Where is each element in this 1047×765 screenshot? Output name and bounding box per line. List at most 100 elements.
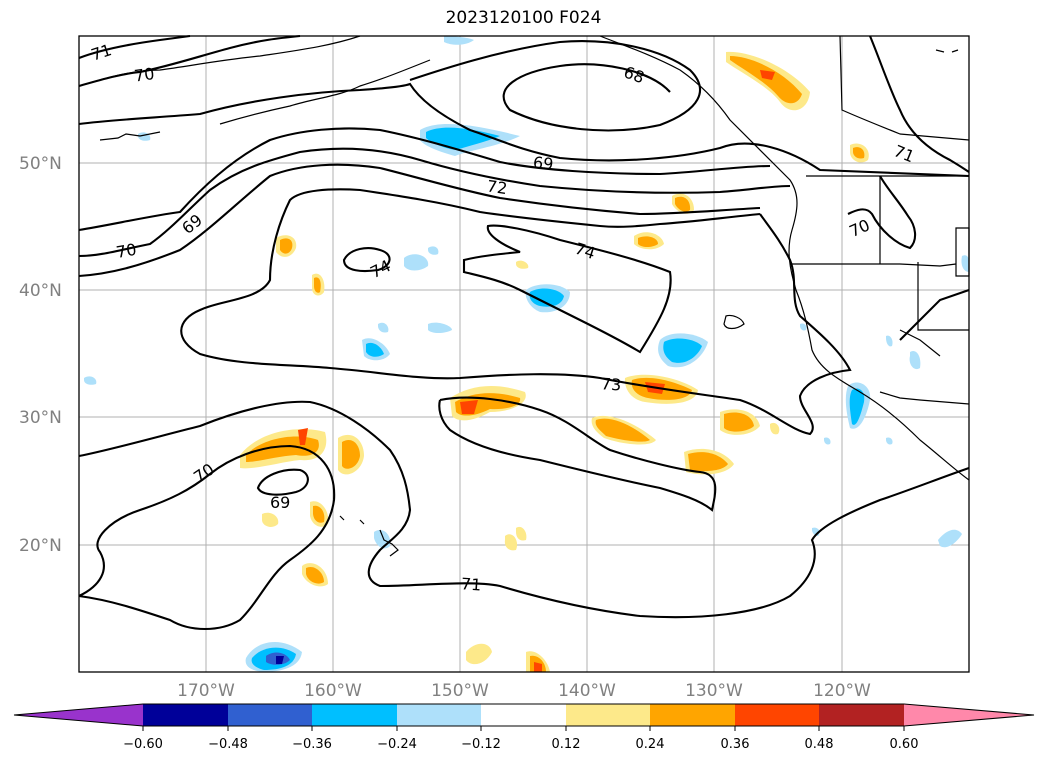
contour-label: 73 <box>600 374 622 394</box>
contours <box>78 34 970 630</box>
contour-line <box>869 35 970 173</box>
anomaly-patch <box>675 196 691 212</box>
contour-line <box>78 147 791 258</box>
anomaly-patch <box>428 322 452 333</box>
anomaly-patch <box>853 147 865 159</box>
contour-label: 71 <box>460 574 482 594</box>
anomaly-patch <box>938 529 962 548</box>
colorbar-segment <box>143 704 228 726</box>
colorbar: −0.60 −0.48 −0.36 −0.24 −0.12 0.12 0.24 … <box>13 703 1035 752</box>
contour-line <box>78 82 970 178</box>
contour-line <box>180 188 852 436</box>
anomaly-patch <box>314 277 321 293</box>
anomaly-patch <box>84 376 97 385</box>
anomaly-patch <box>688 452 728 472</box>
contour-line <box>409 40 701 132</box>
anomaly-patch <box>595 418 650 442</box>
contour-line <box>899 289 970 341</box>
contour-line <box>78 127 771 232</box>
colorbar-segment <box>312 704 397 726</box>
colorbar-segment <box>650 704 735 726</box>
lat-label: 40°N <box>19 281 62 301</box>
anomaly-patch <box>886 335 893 347</box>
anomaly-patch <box>529 288 564 307</box>
anomaly-patch <box>404 254 429 271</box>
anomaly-patch <box>306 566 324 584</box>
contour-line <box>462 224 672 354</box>
colorbar-segment <box>819 704 904 726</box>
colorbar-segment <box>397 704 481 726</box>
contour-line <box>438 396 717 512</box>
contour-line <box>78 34 191 59</box>
anomaly-patch <box>760 70 775 80</box>
anomaly-patch <box>262 512 279 527</box>
contour-line <box>78 400 970 619</box>
lat-label: 50°N <box>19 154 62 174</box>
anomaly-patch <box>366 342 384 357</box>
lon-label: 120°W <box>813 681 871 701</box>
contour-label: 70 <box>115 240 138 262</box>
anomaly-patch <box>276 656 284 664</box>
contour-line <box>78 444 336 630</box>
anomaly-patch <box>342 439 360 469</box>
anomaly-patch <box>378 322 389 333</box>
colorbar-tick: 0.48 <box>805 737 834 752</box>
anomaly-patch <box>961 255 969 272</box>
anomaly-patch <box>724 412 754 432</box>
contour-line <box>78 34 301 88</box>
anomaly-patch <box>800 323 807 331</box>
anomaly-patch <box>638 236 658 247</box>
colorbar-extend-high <box>904 704 1034 726</box>
colorbar-tick: −0.60 <box>123 737 163 752</box>
coastlines <box>78 35 970 557</box>
anomaly-patch <box>444 36 474 45</box>
lat-labels: 50°N 40°N 30°N 20°N <box>19 154 62 556</box>
contour-line <box>256 468 309 496</box>
anomaly-patch <box>428 246 439 255</box>
colorbar-segment <box>735 704 819 726</box>
lon-label: 170°W <box>177 681 235 701</box>
colorbar-extend-low <box>14 704 143 726</box>
lon-label: 130°W <box>685 681 743 701</box>
anomaly-patch <box>534 662 542 672</box>
anomaly-patch <box>886 437 893 445</box>
colorbar-tick: 0.60 <box>890 737 919 752</box>
colorbar-segment <box>566 704 650 726</box>
anomaly-patch <box>313 505 325 523</box>
anomaly-patch <box>849 388 865 425</box>
anomaly-patch <box>504 534 518 551</box>
colorbar-tick: 0.36 <box>721 737 750 752</box>
colorbar-segment <box>481 704 566 726</box>
colorbar-tick: −0.36 <box>292 737 332 752</box>
anomaly-patch <box>460 400 478 414</box>
anomaly-patch <box>466 643 492 665</box>
contour-label: 69 <box>270 493 290 512</box>
anomaly-patch <box>730 56 802 104</box>
contour-line <box>78 163 761 278</box>
lon-label: 140°W <box>558 681 616 701</box>
colorbar-tick: −0.12 <box>461 737 501 752</box>
anomaly-patch <box>280 238 293 254</box>
colorbar-tick: 0.24 <box>636 737 665 752</box>
map-title: 2023120100 F024 <box>445 8 602 28</box>
anomaly-patch <box>663 338 702 363</box>
shaded-anomalies <box>84 36 969 672</box>
contour-label: 72 <box>486 176 509 198</box>
map-panel: 71 70 68 69 72 69 70 74 74 73 70 69 71 7… <box>78 34 970 673</box>
anomaly-patch <box>770 422 780 435</box>
colorbar-tick: 0.12 <box>552 737 581 752</box>
lon-label: 150°W <box>431 681 489 701</box>
anomaly-patch <box>909 350 921 370</box>
contour-label: 70 <box>133 64 156 86</box>
anomaly-patch <box>516 260 529 269</box>
colorbar-tick: −0.48 <box>208 737 248 752</box>
contour-label: 69 <box>532 153 554 174</box>
anomaly-patch <box>516 526 527 541</box>
map-frame <box>78 35 970 673</box>
lon-labels: 170°W 160°W 150°W 140°W 130°W 120°W <box>177 681 871 701</box>
contour-line <box>342 247 391 273</box>
contour-line <box>847 175 917 250</box>
anomaly-patch <box>298 428 308 445</box>
colorbar-tick: −0.24 <box>377 737 417 752</box>
